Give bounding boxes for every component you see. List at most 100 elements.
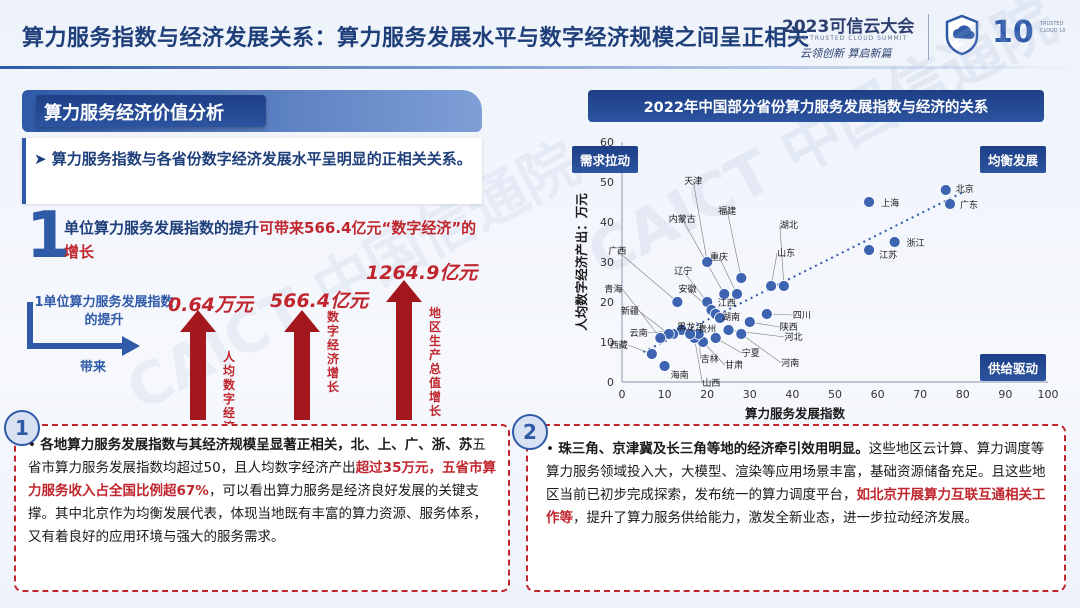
quadrant-supply-tag: 供给驱动 [980, 354, 1047, 381]
chart-title: 2022年中国部分省份算力服务发展指数与经济的关系 [643, 100, 989, 116]
data-point [701, 256, 714, 268]
y-tick-label: 10 [600, 336, 614, 349]
leader-line [694, 337, 703, 384]
point-label: 内蒙古 [669, 213, 696, 225]
header-divider [928, 14, 929, 60]
event-title: 2023可信云大会 [782, 17, 915, 37]
callout-two-highlight: 如北京开展算力互联互通相关工作等 [546, 487, 1046, 526]
metric-arrow-gdp [386, 280, 422, 420]
point-label: 海南 [671, 369, 689, 381]
data-point [714, 312, 726, 324]
data-point [944, 198, 956, 210]
point-label: 江西 [718, 298, 736, 309]
point-label: 安徽 [678, 283, 696, 295]
callout-one-bold: 各地算力服务发展指数与其经济规模呈显著正相关，北、上、广、浙、苏 [40, 437, 473, 453]
point-label: 湖南 [722, 311, 740, 323]
callout-two-text: • 珠三角、京津冀及长三角等地的经济牵引效用明显。这些地区云计算、算力调度等算力… [546, 438, 1056, 530]
anniversary-logo: 10 [992, 15, 1034, 50]
title-underline [0, 66, 1080, 69]
metric-value-gdp: 1264.9亿元 [366, 262, 478, 284]
x-tick-label: 20 [700, 388, 714, 401]
data-point [709, 332, 722, 344]
data-point [722, 324, 735, 336]
data-point [654, 332, 667, 344]
page-title: 算力服务指数与经济发展关系：算力服务发展水平与数字经济规模之间呈正相关 [22, 26, 810, 51]
data-point [939, 184, 952, 196]
data-point [760, 308, 773, 320]
point-label: 福建 [718, 205, 736, 217]
leader-line [779, 224, 785, 287]
data-point [765, 280, 778, 292]
leader-line [622, 288, 661, 339]
y-tick-label: 40 [600, 216, 614, 229]
leader-line [726, 210, 742, 279]
section-header-tab [36, 95, 266, 127]
callout-one-badge: 1 [4, 410, 40, 446]
data-point [863, 244, 875, 256]
point-label: 山西 [702, 378, 720, 389]
shield-cloud-icon [945, 14, 979, 56]
point-label: 甘肃 [725, 359, 743, 371]
arrow-label: 1单位算力服务发展指数的提升 [34, 295, 174, 328]
point-label: 北京 [956, 183, 974, 195]
point-label: 湖北 [780, 220, 798, 231]
point-label: 陕西 [780, 321, 798, 333]
data-point [735, 328, 748, 340]
x-tick-label: 40 [785, 388, 799, 401]
callout-two-bold: 珠三角、京津冀及长三角等地的经济牵引效用明显。 [558, 441, 869, 457]
metric-label-gdp: 地区生产总值增长 [428, 306, 441, 418]
x-tick-label: 30 [743, 388, 757, 401]
leader-line [638, 310, 670, 335]
y-tick-label: 50 [600, 176, 614, 189]
point-one-lead: 单位算力服务发展指数的提升 [64, 219, 260, 237]
callout-one-text: • 各地算力服务发展指数与其经济规模呈显著正相关，北、上、广、浙、苏五省市算力服… [28, 434, 498, 549]
point-label: 辽宁 [674, 265, 692, 277]
data-point [731, 288, 743, 300]
leader-line [617, 250, 678, 303]
y-tick-label: 60 [600, 136, 614, 149]
quadrant-balanced-tag: 均衡发展 [980, 146, 1047, 173]
data-point [863, 196, 875, 208]
point-label: 宁夏 [742, 347, 760, 359]
data-point [658, 360, 671, 372]
y-tick-label: 20 [600, 296, 614, 309]
y-tick-label: 0 [607, 376, 614, 389]
point-label: 广西 [608, 245, 626, 257]
data-point [888, 236, 901, 248]
event-slogan: 云领创新 算启新篇 [800, 47, 892, 60]
quadrant-demand-tag: 需求拉动 [572, 146, 639, 173]
point-one-text: 单位算力服务发展指数的提升可带来566.4亿元“数字经济”的增长 [64, 216, 484, 264]
point-label: 河南 [781, 357, 799, 369]
callout-one-text-a: 五省市算力服务发展指数均超过50，且人均数字经济产出 [28, 437, 486, 476]
chart-title-banner [588, 90, 1044, 122]
x-tick-label: 80 [956, 388, 970, 401]
elbow-arrow-icon [27, 302, 140, 356]
data-point [684, 328, 697, 340]
leader-line [682, 270, 708, 303]
x-tick-label: 0 [619, 388, 626, 401]
point-label: 青海 [604, 283, 622, 295]
brings-label: 带来 [80, 360, 107, 375]
leader-line [692, 180, 708, 263]
metric-label-digital-economy: 数字经济增长 [326, 310, 339, 394]
bullet: • [28, 437, 36, 453]
metric-arrow-per-capita [180, 310, 216, 420]
x-axis-label: 算力服务发展指数 [745, 406, 846, 420]
intro-box [22, 138, 482, 204]
x-tick-label: 70 [913, 388, 927, 401]
callout-one [14, 424, 510, 592]
point-label: 西藏 [610, 339, 628, 351]
intro-text: ➤ 算力服务指数与各省份数字经济发展水平呈明显的正相关关系。 [34, 150, 472, 168]
x-tick-label: 60 [871, 388, 885, 401]
metric-arrow-digital-economy [284, 310, 320, 420]
point-label: 山东 [777, 247, 795, 259]
scatter-chart: 0 10 20 30 40 50 60 70 80 90 100 0 10 20 30 40 50 60 算力服务发… [574, 136, 1059, 420]
point-label: 天津 [684, 176, 702, 187]
callout-one-sep: ， [428, 460, 442, 476]
callout-one-highlight-a: 超过35万元 [355, 460, 429, 476]
point-label: 江苏 [879, 249, 897, 261]
metric-value-digital-economy: 566.4亿元 [270, 290, 369, 312]
leader-line [741, 333, 782, 364]
callout-two-text-a: 这些地区云计算、算力调度等算力服务领域投入大，大模型、渲染等应用场景丰富，基础资… [546, 441, 1046, 503]
x-tick-label: 50 [828, 388, 842, 401]
